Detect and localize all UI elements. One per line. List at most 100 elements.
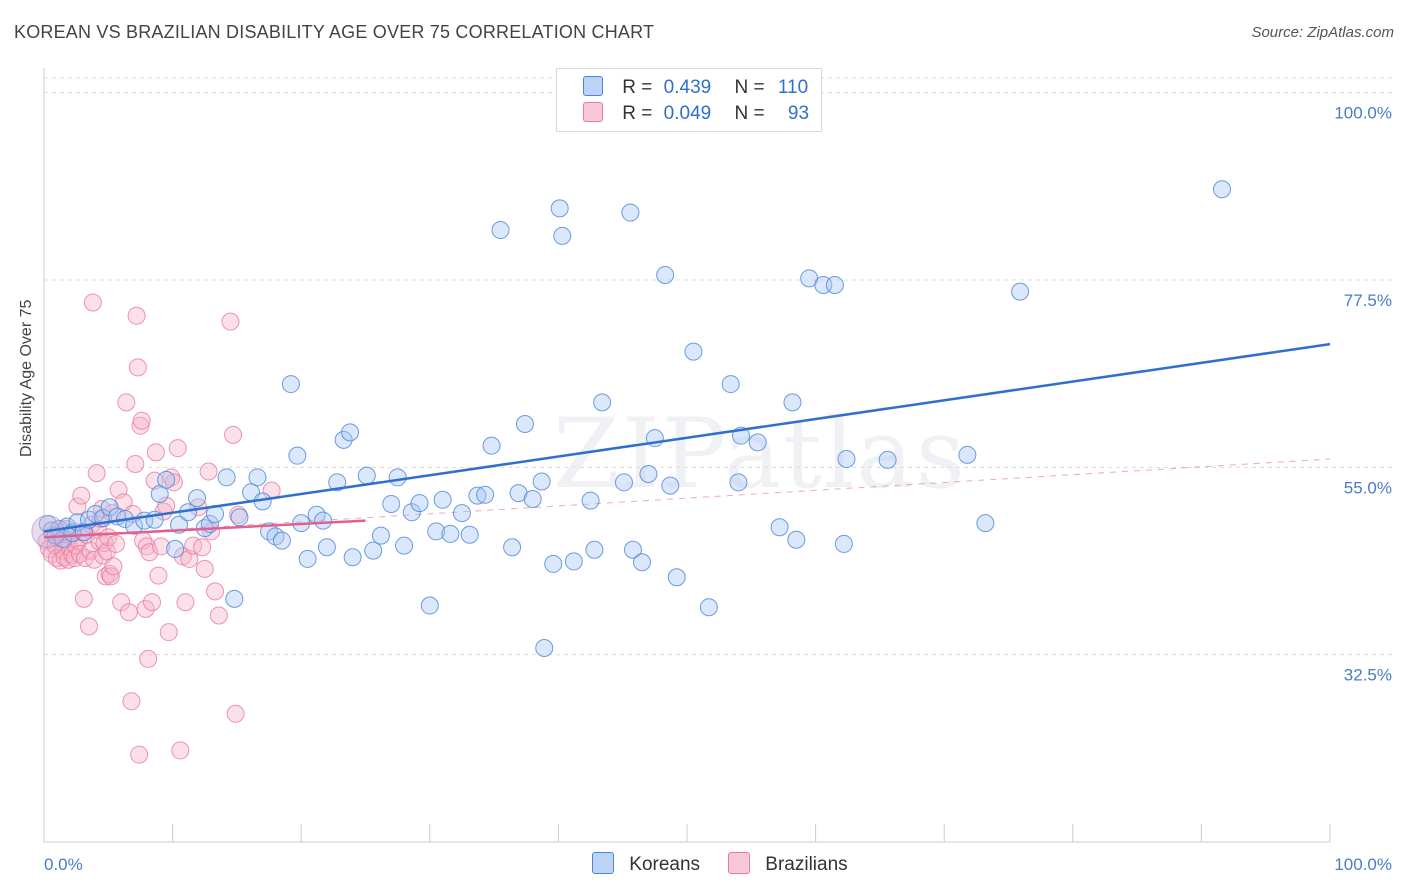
point-koreans bbox=[878, 450, 897, 469]
point-koreans bbox=[614, 473, 633, 492]
point-koreans bbox=[328, 473, 347, 492]
point-koreans bbox=[217, 468, 236, 487]
gridlines bbox=[44, 77, 1392, 656]
point-koreans bbox=[298, 549, 317, 568]
legend-r-value: 0.439 bbox=[663, 77, 712, 98]
trend-line-brazilians-extended bbox=[43, 458, 1331, 538]
legend-n-value: 110 bbox=[777, 77, 809, 98]
trend-line-brazilians bbox=[43, 519, 366, 539]
y-tick-label: 55.0% bbox=[1344, 478, 1392, 497]
point-koreans bbox=[230, 508, 249, 527]
legend-r-value: 0.049 bbox=[663, 103, 712, 124]
point-brazilians bbox=[143, 593, 162, 612]
point-koreans bbox=[667, 568, 686, 587]
point-koreans bbox=[402, 503, 421, 522]
point-koreans bbox=[420, 596, 439, 615]
point-brazilians bbox=[168, 439, 187, 458]
point-koreans bbox=[661, 476, 680, 495]
point-koreans bbox=[621, 203, 640, 222]
point-koreans bbox=[825, 275, 844, 294]
point-koreans bbox=[427, 522, 446, 541]
point-koreans bbox=[699, 598, 718, 617]
chart-title: KOREAN VS BRAZILIAN DISABILITY AGE OVER … bbox=[14, 22, 655, 42]
point-brazilians bbox=[128, 358, 147, 377]
point-koreans bbox=[468, 486, 487, 505]
point-brazilians bbox=[80, 617, 99, 636]
watermark: ZIPatlas bbox=[553, 398, 967, 510]
point-koreans bbox=[550, 199, 569, 218]
x-tick-label: 100.0% bbox=[1334, 855, 1392, 874]
point-brazilians bbox=[122, 692, 141, 711]
point-koreans bbox=[272, 531, 291, 550]
point-brazilians bbox=[180, 549, 199, 568]
series-swatch-koreans bbox=[592, 852, 614, 874]
axes bbox=[43, 68, 1331, 843]
point-brazilians bbox=[107, 534, 126, 553]
point-brazilians bbox=[74, 589, 93, 608]
point-koreans bbox=[382, 494, 401, 513]
point-koreans bbox=[433, 490, 452, 509]
legend-swatch-koreans bbox=[583, 76, 603, 96]
point-brazilians bbox=[152, 537, 171, 556]
point-koreans bbox=[441, 524, 460, 543]
point-brazilians bbox=[162, 468, 181, 487]
trend-line-koreans bbox=[43, 342, 1331, 533]
point-koreans bbox=[166, 539, 185, 558]
y-tick-label: 32.5% bbox=[1344, 666, 1392, 685]
point-koreans bbox=[343, 548, 362, 567]
legend-swatch-brazilians bbox=[583, 102, 603, 122]
series-label-koreans: Koreans bbox=[629, 854, 701, 875]
point-brazilians bbox=[149, 566, 168, 585]
point-koreans bbox=[157, 470, 176, 489]
point-koreans bbox=[371, 526, 390, 545]
point-koreans bbox=[523, 489, 542, 508]
point-koreans bbox=[976, 514, 995, 533]
series-label-brazilians: Brazilians bbox=[765, 854, 848, 875]
point-koreans bbox=[748, 433, 767, 452]
point-brazilians bbox=[126, 454, 145, 473]
point-koreans bbox=[281, 375, 300, 394]
source-label: Source: ZipAtlas.com bbox=[1251, 24, 1394, 41]
point-koreans bbox=[770, 518, 789, 537]
point-brazilians bbox=[68, 497, 87, 516]
point-koreans bbox=[535, 639, 554, 658]
point-koreans bbox=[1212, 180, 1231, 199]
data-points bbox=[31, 180, 1231, 764]
point-koreans bbox=[476, 485, 495, 504]
legend-row-brazilians: R = 0.049 N = 93 bbox=[583, 102, 809, 126]
point-koreans bbox=[787, 530, 806, 549]
legend-n-label: N = bbox=[734, 77, 765, 98]
point-brazilians bbox=[139, 649, 158, 668]
x-tick-label: 0.0% bbox=[44, 855, 83, 874]
point-koreans bbox=[410, 494, 429, 513]
point-brazilians bbox=[206, 582, 225, 601]
point-koreans bbox=[532, 472, 551, 491]
point-koreans bbox=[639, 464, 658, 483]
point-brazilians bbox=[195, 559, 214, 578]
point-koreans bbox=[334, 430, 353, 449]
series-swatch-brazilians bbox=[728, 852, 750, 874]
point-brazilians bbox=[72, 486, 91, 505]
series-legend-brazilians: Brazilians bbox=[728, 852, 848, 876]
point-brazilians bbox=[136, 599, 155, 618]
point-brazilians bbox=[140, 543, 159, 562]
point-koreans bbox=[225, 589, 244, 608]
point-koreans bbox=[632, 553, 651, 572]
correlation-legend: R = 0.439 N = 110 R = 0.049 N = 93 bbox=[556, 68, 822, 132]
point-koreans bbox=[100, 498, 119, 517]
point-koreans bbox=[357, 466, 376, 485]
point-koreans bbox=[395, 536, 414, 555]
point-brazilians bbox=[171, 741, 190, 760]
legend-row-koreans: R = 0.439 N = 110 bbox=[583, 76, 808, 100]
point-koreans bbox=[341, 423, 360, 442]
legend-r-label: R = bbox=[622, 103, 653, 124]
point-koreans bbox=[729, 473, 748, 492]
point-koreans bbox=[783, 393, 802, 412]
point-koreans bbox=[553, 226, 572, 245]
point-koreans bbox=[503, 538, 522, 557]
point-brazilians bbox=[209, 606, 228, 625]
point-koreans bbox=[460, 525, 479, 544]
point-koreans bbox=[623, 540, 642, 559]
y-tick-label: 100.0% bbox=[1334, 104, 1392, 123]
